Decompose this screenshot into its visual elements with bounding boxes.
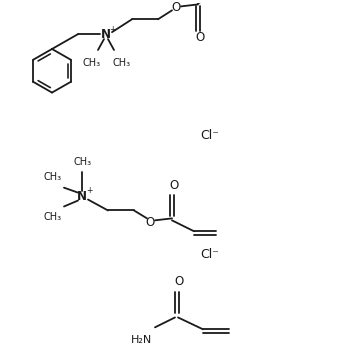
Text: +: +: [109, 25, 116, 34]
Text: Cl⁻: Cl⁻: [201, 248, 219, 261]
Text: N: N: [101, 28, 111, 41]
Text: O: O: [175, 275, 184, 288]
Text: CH₃: CH₃: [113, 58, 131, 68]
Text: N: N: [77, 190, 87, 203]
Text: CH₃: CH₃: [83, 58, 101, 68]
Text: O: O: [169, 179, 179, 192]
Text: +: +: [86, 186, 92, 195]
Text: O: O: [145, 216, 155, 229]
Text: Cl⁻: Cl⁻: [201, 129, 219, 142]
Text: CH₃: CH₃: [44, 172, 62, 182]
Text: CH₃: CH₃: [74, 157, 92, 167]
Text: O: O: [171, 1, 181, 14]
Text: CH₃: CH₃: [44, 212, 62, 223]
Text: O: O: [195, 30, 205, 44]
Text: H₂N: H₂N: [130, 335, 152, 345]
